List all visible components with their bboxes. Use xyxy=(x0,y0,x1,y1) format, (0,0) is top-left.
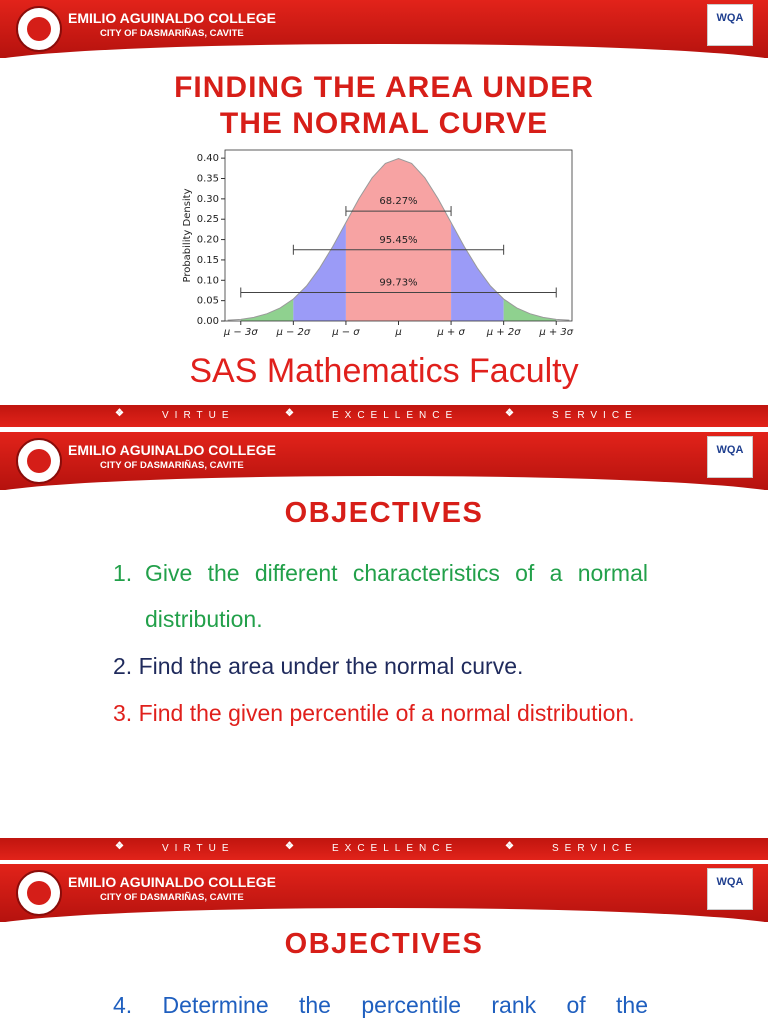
y-tick-label: 0.00 xyxy=(197,316,219,327)
footer-word: SERVICE xyxy=(552,843,638,854)
footer-word: VIRTUE xyxy=(162,410,235,421)
y-tick-label: 0.20 xyxy=(197,235,219,246)
y-tick-label: 0.15 xyxy=(197,255,219,266)
header: EMILIO AGUINALDO COLLEGE CITY OF DASMARI… xyxy=(0,864,768,922)
y-tick-label: 0.25 xyxy=(197,214,219,225)
y-axis-label: Probability Density xyxy=(182,188,193,282)
college-city: CITY OF DASMARIÑAS, CAVITE xyxy=(100,28,244,39)
college-name: EMILIO AGUINALDO COLLEGE xyxy=(68,10,276,26)
curve xyxy=(227,158,570,321)
chart: 68.27% 95.45% 99.73% 0.00 0.05 0.10 0.15 0.20 0.… xyxy=(182,149,574,338)
badge: WQA xyxy=(707,436,753,478)
band-area xyxy=(503,299,557,321)
footer-word: SERVICE xyxy=(552,410,638,421)
x-tick-label: μ + 2σ xyxy=(486,327,521,338)
objective: 1. Give the different characteristics of… xyxy=(113,550,648,642)
college-name: EMILIO AGUINALDO COLLEGE xyxy=(68,442,276,458)
y-tick-label: 0.10 xyxy=(197,275,219,286)
x-tick-label: μ + σ xyxy=(436,327,465,338)
heading: OBJECTIVES xyxy=(284,928,484,960)
footer-word: VIRTUE xyxy=(162,843,235,854)
college-name: EMILIO AGUINALDO COLLEGE xyxy=(68,874,276,890)
x-tick-label: μ xyxy=(394,327,401,338)
heading: OBJECTIVES xyxy=(284,497,484,529)
interval-label: 95.45% xyxy=(379,235,417,246)
y-tick-label: 0.35 xyxy=(197,174,219,185)
badge: WQA xyxy=(707,868,753,910)
x-tick-label: μ − 3σ xyxy=(223,327,258,338)
objective-text: Determine the percentile rank of the xyxy=(162,992,648,1018)
objective-text: Find the given percentile of a normal di… xyxy=(138,700,635,726)
objective-number: 4. xyxy=(113,992,133,1018)
objective-number: 1. xyxy=(113,560,133,586)
badge: WQA xyxy=(707,4,753,46)
band-area xyxy=(240,299,294,321)
title-line: THE NORMAL CURVE xyxy=(219,107,549,140)
x-tick-label: μ + 3σ xyxy=(538,327,573,338)
x-tick-label: μ − 2σ xyxy=(275,327,310,338)
header: EMILIO AGUINALDO COLLEGE CITY OF DASMARI… xyxy=(0,0,768,58)
header: EMILIO AGUINALDO COLLEGE CITY OF DASMARI… xyxy=(0,432,768,490)
footer: ❖ VIRTUE ❖ EXCELLENCE ❖ SERVICE xyxy=(0,405,768,427)
objective: 4. Determine the percentile rank of the xyxy=(113,982,648,1028)
interval-label: 99.73% xyxy=(379,278,417,289)
title-line: FINDING THE AREA UNDER xyxy=(174,71,594,104)
objective-text: Give the different characteristics of a … xyxy=(145,560,648,632)
footer-word: EXCELLENCE xyxy=(332,843,459,854)
x-tick-label: μ − σ xyxy=(331,327,360,338)
college-city: CITY OF DASMARIÑAS, CAVITE xyxy=(100,460,244,471)
footer: ❖ VIRTUE ❖ EXCELLENCE ❖ SERVICE xyxy=(0,838,768,860)
y-tick-label: 0.40 xyxy=(197,153,219,164)
footer-word: EXCELLENCE xyxy=(332,410,459,421)
interval-label: 68.27% xyxy=(379,196,417,207)
y-tick-label: 0.05 xyxy=(197,296,219,307)
objective-number: 3. xyxy=(113,700,133,726)
subtitle: SAS Mathematics Faculty xyxy=(189,352,579,390)
objective-text: Find the area under the normal curve. xyxy=(138,653,524,679)
college-city: CITY OF DASMARIÑAS, CAVITE xyxy=(100,892,244,903)
slide-title: FINDING THE AREA UNDER THE NORMAL CURVE xyxy=(0,70,768,142)
objective-number: 2. xyxy=(113,653,133,679)
band-area xyxy=(345,158,452,321)
y-tick-label: 0.30 xyxy=(197,194,219,205)
objective: 2. Find the area under the normal curve. xyxy=(113,643,648,689)
objective: 3. Find the given percentile of a normal… xyxy=(113,690,648,736)
